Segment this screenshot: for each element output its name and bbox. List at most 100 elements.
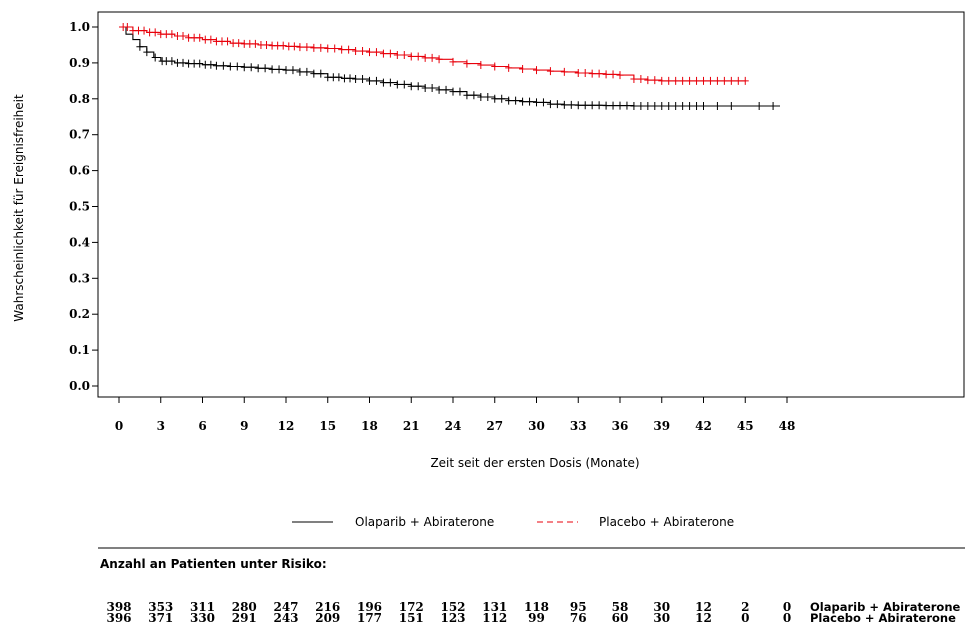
censor-mark: [498, 94, 506, 103]
risk-value: 172: [399, 600, 424, 614]
plot-border: [97, 11, 965, 398]
censor-mark: [366, 76, 373, 85]
risk-row-label: Olaparib + Abiraterone: [810, 600, 961, 614]
censor-mark: [352, 75, 360, 84]
censor-mark: [512, 96, 520, 105]
censor-mark: [442, 85, 450, 94]
x-tick-label: 15: [319, 419, 336, 433]
censor-mark: [693, 76, 701, 85]
censor-mark: [546, 67, 554, 76]
risk-value: 60: [612, 611, 629, 625]
series-placebo: [119, 23, 749, 85]
legend: Olaparib + Abiraterone Placebo + Abirate…: [292, 515, 734, 529]
censor-mark: [686, 101, 694, 110]
censor-mark: [505, 96, 513, 105]
censor-mark: [143, 48, 151, 57]
censor-mark: [609, 101, 617, 110]
censor-mark: [651, 76, 659, 85]
censor-mark: [335, 73, 343, 82]
censor-mark: [317, 43, 325, 52]
censor-mark: [519, 65, 527, 74]
censor-mark: [734, 76, 742, 85]
censor-mark: [261, 64, 269, 73]
censor-mark: [693, 101, 701, 110]
y-tick-label: 0.0: [69, 379, 90, 393]
x-tick-label: 12: [278, 419, 295, 433]
risk-value: 152: [440, 600, 465, 614]
censor-mark: [224, 37, 232, 46]
censor-mark: [207, 35, 215, 44]
censor-mark: [435, 85, 443, 94]
censor-mark: [769, 101, 777, 110]
x-axis-label: Zeit seit der ersten Dosis (Monate): [430, 456, 639, 470]
legend-label-olaparib: Olaparib + Abiraterone: [355, 515, 494, 529]
x-tick-label: 48: [779, 419, 796, 433]
risk-value: 95: [570, 600, 587, 614]
censor-mark: [505, 63, 513, 72]
censor-mark: [672, 101, 680, 110]
censor-mark: [168, 57, 176, 66]
censor-mark: [296, 43, 304, 52]
censor-mark: [268, 65, 276, 74]
censor-mark: [310, 69, 318, 78]
censor-mark: [491, 94, 499, 103]
risk-value: 99: [528, 611, 545, 625]
censor-mark: [290, 42, 298, 51]
censor-mark: [470, 91, 478, 100]
censor-mark: [435, 55, 443, 64]
censor-mark: [672, 76, 680, 85]
censor-mark: [240, 63, 248, 72]
censor-mark: [602, 70, 610, 79]
censor-mark: [366, 48, 373, 57]
censor-mark: [463, 59, 471, 68]
censor-mark: [275, 65, 283, 74]
censor-mark: [553, 100, 561, 109]
km-curve-olaparib: [119, 26, 780, 107]
x-tick-label: 30: [528, 419, 545, 433]
risk-value: 123: [440, 611, 465, 625]
censor-mark: [421, 84, 429, 93]
censor-mark: [567, 100, 575, 109]
censor-mark: [616, 101, 624, 110]
censor-mark: [407, 82, 415, 91]
censor-mark: [140, 26, 148, 35]
x-tick-label: 36: [612, 419, 629, 433]
y-tick-label: 0.4: [69, 235, 90, 249]
censor-mark: [235, 39, 243, 48]
censor-mark: [533, 98, 540, 107]
censor-mark: [386, 78, 394, 87]
risk-value: 247: [273, 600, 298, 614]
censor-mark: [449, 87, 457, 96]
censor-mark: [727, 101, 735, 110]
risk-value: 30: [653, 611, 670, 625]
censor-mark: [630, 75, 638, 84]
censor-mark: [317, 69, 325, 78]
risk-value: 0: [741, 611, 749, 625]
censor-mark: [449, 57, 457, 66]
x-tick-label: 45: [737, 419, 754, 433]
censor-mark: [720, 76, 728, 85]
censor-mark: [168, 30, 176, 39]
censor-mark: [400, 51, 408, 60]
censor-mark: [713, 76, 721, 85]
censor-mark: [755, 101, 763, 110]
censor-mark: [251, 39, 259, 48]
x-tick-label: 27: [486, 419, 503, 433]
risk-value: 0: [783, 600, 791, 614]
censor-mark: [574, 101, 582, 110]
censor-mark: [700, 76, 707, 85]
censor-mark: [463, 91, 471, 100]
censor-mark: [651, 101, 659, 110]
x-tick-label: 21: [403, 419, 420, 433]
risk-value: 177: [357, 611, 382, 625]
risk-value: 30: [653, 600, 670, 614]
censor-mark: [226, 62, 234, 71]
censor-mark: [658, 76, 666, 85]
series-layer: [119, 23, 780, 110]
censor-mark: [623, 101, 631, 110]
censor-mark: [233, 62, 241, 71]
censor-mark: [560, 67, 568, 76]
risk-value: 209: [315, 611, 340, 625]
censor-mark: [581, 68, 589, 77]
x-tick-label: 33: [570, 419, 587, 433]
